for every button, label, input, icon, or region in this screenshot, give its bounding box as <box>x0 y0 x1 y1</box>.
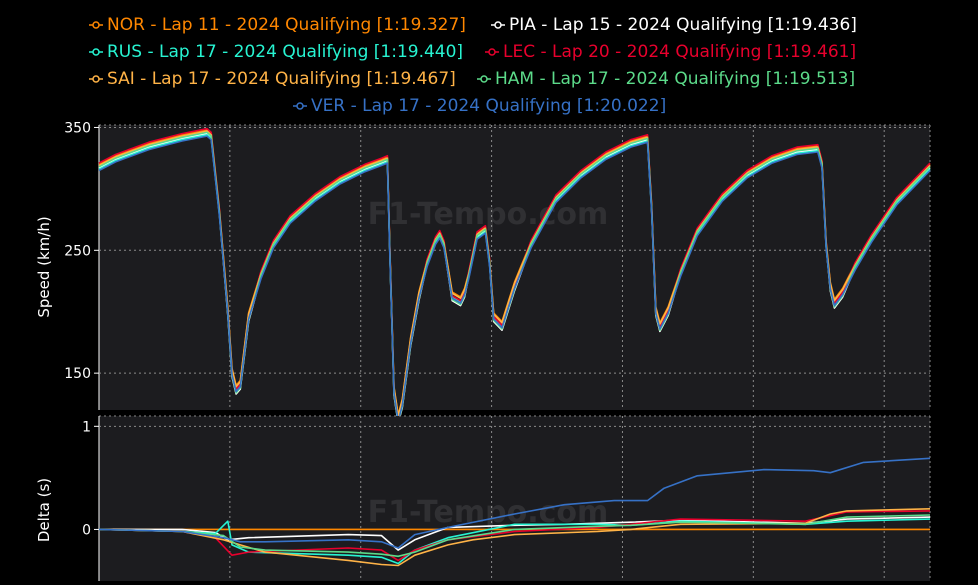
legend-marker-dot <box>92 48 100 56</box>
speed-watermark: F1-Tempo.com <box>368 197 609 232</box>
delta-ylabel: Delta (s) <box>35 478 53 542</box>
delta-series-rus <box>98 518 931 565</box>
delta-series-group <box>98 457 931 567</box>
delta-series-lec <box>98 510 931 562</box>
y-tick-label: 1 <box>82 419 91 435</box>
speed-series-ver <box>98 135 931 422</box>
legend-label: HAM - Lap 17 - 2024 Qualifying [1:19.513… <box>495 69 855 89</box>
speed-series-group <box>98 127 931 425</box>
legend-marker-dot <box>92 21 100 29</box>
legend-item[interactable]: HAM - Lap 17 - 2024 Qualifying [1:19.513… <box>477 69 855 89</box>
legend-item[interactable]: VER - Lap 17 - 2024 Qualifying [1:20.022… <box>293 96 666 116</box>
legend-marker-dot <box>296 102 304 110</box>
delta-tick-labels: 01 <box>82 419 99 538</box>
legend-marker-dot <box>494 21 502 29</box>
delta-series-ver <box>98 457 931 549</box>
legend-marker-dot <box>480 75 488 83</box>
legend-marker-dot <box>488 48 496 56</box>
legend-item[interactable]: SAI - Lap 17 - 2024 Qualifying [1:19.467… <box>89 69 456 89</box>
legend-label: SAI - Lap 17 - 2024 Qualifying [1:19.467… <box>107 69 456 89</box>
legend-item[interactable]: LEC - Lap 20 - 2024 Qualifying [1:19.461… <box>485 42 856 62</box>
speed-panel: F1-Tempo.com 150 250 350 Speed (km/h) <box>35 120 931 425</box>
legend-item[interactable]: NOR - Lap 11 - 2024 Qualifying [1:19.327… <box>89 15 466 35</box>
legend-marker-dot <box>92 75 100 83</box>
legend-label: NOR - Lap 11 - 2024 Qualifying [1:19.327… <box>107 15 466 35</box>
delta-series-sai <box>98 508 931 567</box>
speed-tick-labels: 150 250 350 <box>64 120 99 382</box>
y-tick-label: 350 <box>64 120 91 136</box>
speed-plot-area <box>99 125 930 410</box>
legend-label: VER - Lap 17 - 2024 Qualifying [1:20.022… <box>311 96 666 116</box>
legend-label: LEC - Lap 20 - 2024 Qualifying [1:19.461… <box>503 42 856 62</box>
legend-label: RUS - Lap 17 - 2024 Qualifying [1:19.440… <box>107 42 463 62</box>
y-tick-label: 150 <box>64 366 91 382</box>
y-tick-label: 0 <box>82 522 91 538</box>
legend-item[interactable]: PIA - Lap 15 - 2024 Qualifying [1:19.436… <box>491 15 857 35</box>
delta-panel: F1-Tempo.com 01 Delta (s) <box>35 415 931 581</box>
legend-item[interactable]: RUS - Lap 17 - 2024 Qualifying [1:19.440… <box>89 42 463 62</box>
speed-ylabel: Speed (km/h) <box>35 216 53 317</box>
delta-series-ham <box>98 514 931 558</box>
legend: NOR - Lap 11 - 2024 Qualifying [1:19.327… <box>89 15 857 116</box>
legend-label: PIA - Lap 15 - 2024 Qualifying [1:19.436… <box>509 15 857 35</box>
speed-gridlines <box>98 124 931 410</box>
y-tick-label: 250 <box>64 243 91 259</box>
